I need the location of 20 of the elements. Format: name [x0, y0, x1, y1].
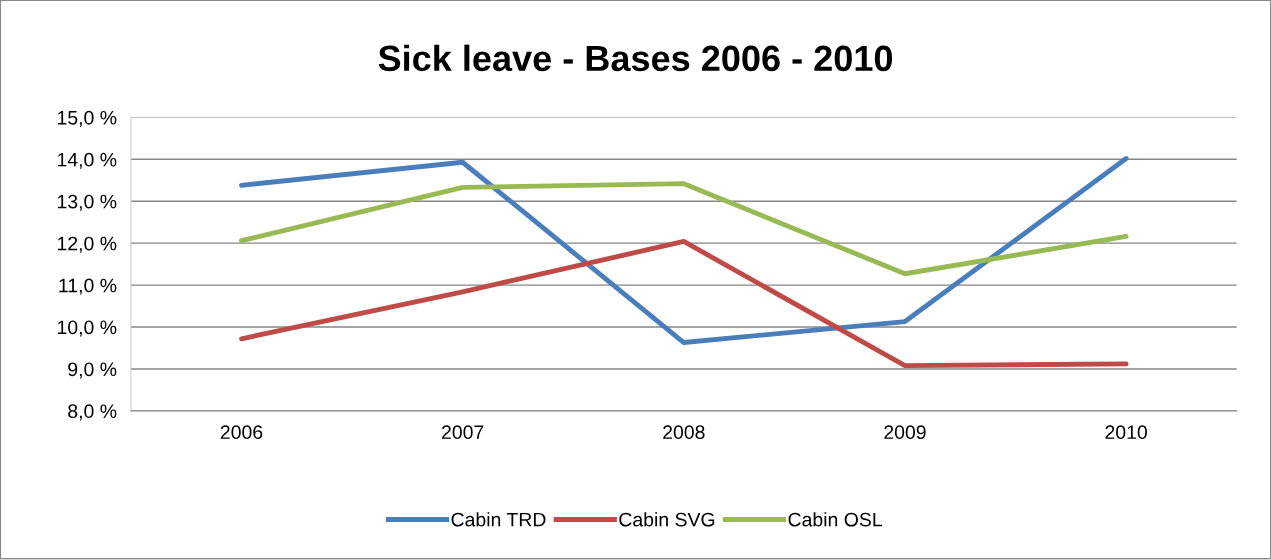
- legend-label: Cabin SVG: [619, 512, 715, 527]
- x-tick-label: 2009: [884, 425, 926, 440]
- legend-label: Cabin OSL: [788, 512, 883, 527]
- y-tick-label: 12,0 %: [57, 236, 117, 253]
- y-tick-label: 8,0 %: [68, 404, 117, 421]
- y-tick-label: 15,0 %: [57, 110, 117, 127]
- line-series: [239, 239, 1129, 369]
- x-tick-label: 2007: [442, 425, 484, 440]
- y-tick-label: 9,0 %: [68, 362, 117, 379]
- legend-label: Cabin TRD: [451, 512, 546, 527]
- x-tick-label: 2006: [220, 425, 263, 440]
- line-series: [239, 156, 1129, 345]
- y-tick-label: 10,0 %: [57, 320, 117, 337]
- line-series: [239, 181, 1129, 277]
- chart-title: Sick leave - Bases 2006 - 2010: [378, 44, 893, 72]
- x-tick-label: 2010: [1105, 425, 1147, 440]
- y-tick-label: 14,0 %: [57, 152, 117, 169]
- x-tick-label: 2008: [663, 425, 705, 440]
- y-tick-label: 11,0 %: [59, 278, 117, 295]
- y-tick-label: 13,0 %: [57, 194, 117, 211]
